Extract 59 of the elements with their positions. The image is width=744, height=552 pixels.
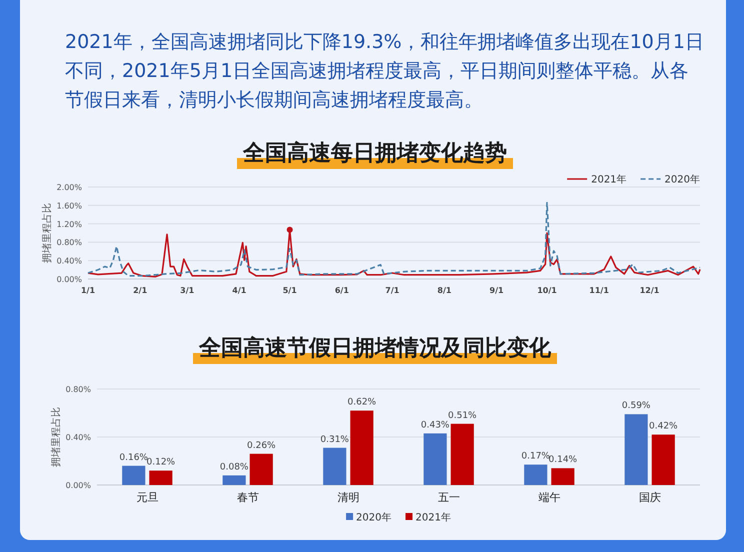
y-tick-label: 1.20% — [56, 220, 82, 229]
x-tick-label: 1/1 — [80, 286, 96, 295]
y-tick-label: 1.60% — [56, 201, 82, 210]
legend-label: 2021年 — [591, 174, 627, 186]
data-label: 0.43% — [420, 420, 450, 430]
bar — [524, 464, 548, 485]
line-series — [87, 202, 701, 277]
x-tick-label: 9/1 — [490, 286, 504, 295]
y-axis-title: 拥堵里程占比 — [41, 203, 53, 263]
bar — [149, 470, 172, 485]
bar — [624, 414, 648, 485]
y-tick-label: 0.40% — [56, 256, 82, 266]
legend-label: 2020年 — [664, 174, 700, 186]
data-label: 0.62% — [348, 398, 377, 408]
bar — [551, 468, 574, 485]
bar — [222, 475, 246, 485]
bar — [652, 434, 675, 485]
data-label: 0.17% — [521, 452, 550, 462]
legend-label: 2020年 — [356, 512, 392, 524]
x-tick-label: 11/1 — [589, 286, 610, 295]
x-tick-label: 7/1 — [385, 286, 400, 295]
x-tick-label: 12/1 — [640, 286, 660, 295]
bar — [450, 424, 474, 485]
x-tick-label: 5/1 — [282, 286, 298, 295]
x-tick-label: 6/1 — [334, 286, 350, 295]
x-tick-label: 国庆 — [638, 491, 661, 504]
x-tick-label: 端午 — [538, 491, 560, 504]
x-tick-label: 元旦 — [136, 491, 158, 504]
data-label: 0.26% — [247, 440, 276, 451]
bar — [122, 466, 146, 485]
bar — [323, 448, 346, 485]
x-tick-label: 清明 — [337, 491, 360, 504]
bar — [424, 433, 447, 485]
data-label: 0.12% — [146, 458, 176, 468]
y-tick-label: 2.00% — [56, 183, 82, 192]
text: 2021年，全国高速拥堵同比下降19.3%，和往年拥堵峰值多出现在10月1日不同，2021年5月1日全国高速拥堵程度最高，平日期间则整体平稳。从各节假日来看，清明小长假期间高速拥堵程度最高。 — [65, 31, 704, 111]
data-label: 0.51% — [448, 410, 478, 421]
data-label: 0.59% — [622, 401, 651, 412]
x-tick-label: 10/1 — [537, 286, 558, 295]
y-axis-title: 拥堵里程占比 — [50, 407, 62, 467]
x-tick-label: 2/1 — [133, 286, 148, 295]
x-tick-label: 3/1 — [180, 286, 195, 295]
bar — [350, 410, 374, 485]
x-tick-label: 五一 — [438, 491, 460, 504]
y-tick-label: 0.40% — [66, 433, 92, 442]
y-tick-label: 0.00% — [56, 275, 82, 284]
data-label: 0.14% — [548, 455, 578, 466]
data-label: 0.08% — [220, 462, 249, 472]
data-label: 0.42% — [649, 422, 678, 432]
data-label: 0.16% — [119, 452, 148, 463]
legend-label: 2021年 — [416, 512, 451, 524]
x-tick-label: 春节 — [236, 491, 259, 504]
data-label: 0.31% — [320, 434, 350, 445]
y-tick-label: 0.80% — [56, 238, 82, 248]
y-tick-label: 0.00% — [66, 481, 92, 490]
x-tick-label: 8/1 — [437, 286, 452, 295]
x-tick-label: 4/1 — [232, 286, 247, 295]
y-tick-label: 0.80% — [66, 385, 92, 394]
bar — [250, 454, 273, 485]
